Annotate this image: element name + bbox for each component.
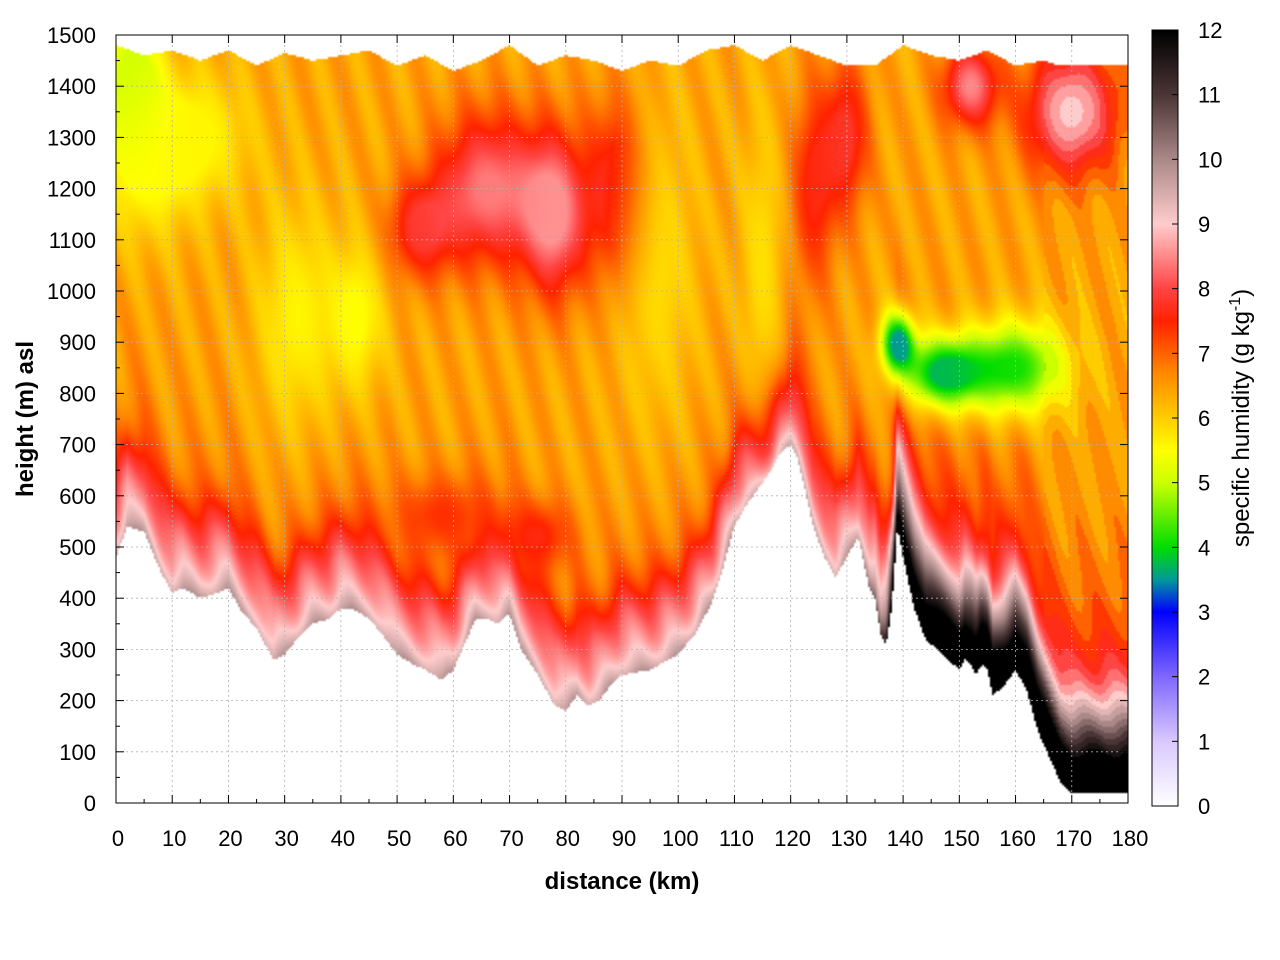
colorbar-tick-label: 5 bbox=[1198, 471, 1210, 496]
x-tick-label: 80 bbox=[556, 826, 580, 851]
colorbar-tick-label: 9 bbox=[1198, 212, 1210, 237]
y-tick-label: 900 bbox=[59, 330, 96, 355]
y-tick-label: 400 bbox=[59, 586, 96, 611]
y-tick-label: 1100 bbox=[49, 228, 96, 253]
x-tick-label: 130 bbox=[831, 826, 868, 851]
colorbar-tick-label: 2 bbox=[1198, 665, 1210, 690]
x-tick-label: 40 bbox=[331, 826, 355, 851]
x-tick-label: 70 bbox=[499, 826, 523, 851]
colorbar-tick-label: 10 bbox=[1198, 147, 1222, 172]
y-tick-label: 1200 bbox=[47, 177, 96, 202]
colorbar-tick-label: 4 bbox=[1198, 535, 1210, 560]
y-tick-label: 200 bbox=[59, 689, 96, 714]
colorbar-title-close: ) bbox=[1228, 289, 1255, 297]
grid-lines bbox=[116, 35, 1128, 803]
y-tick-label: 1500 bbox=[47, 23, 96, 48]
y-tick-label: 700 bbox=[59, 433, 96, 458]
colorbar-tick-label: 1 bbox=[1198, 729, 1210, 754]
x-tick-label: 10 bbox=[162, 826, 186, 851]
x-tick-label: 100 bbox=[662, 826, 699, 851]
x-axis: 0 10 20 30 40 50 60 70 80 90 100 110 120 130 140 150 160… bbox=[112, 35, 1148, 851]
y-tick-label: 600 bbox=[59, 484, 96, 509]
x-tick-label: 170 bbox=[1055, 826, 1092, 851]
y-tick-label: 800 bbox=[59, 381, 96, 406]
y-tick-label: 0 bbox=[84, 791, 96, 816]
x-tick-label: 110 bbox=[719, 826, 754, 851]
colorbar-title-main: specific humidity (g kg bbox=[1228, 311, 1255, 547]
y-tick-label: 1000 bbox=[47, 279, 96, 304]
y-tick-label: 500 bbox=[59, 535, 96, 560]
x-tick-label: 50 bbox=[387, 826, 411, 851]
colorbar-tick-label: 0 bbox=[1198, 794, 1210, 819]
y-axis: 0 100 200 300 400 500 600 700 800 900 1000 1100 1200… bbox=[47, 23, 1128, 816]
x-tick-label: 180 bbox=[1112, 826, 1149, 851]
colorbar-tick-label: 12 bbox=[1198, 18, 1222, 43]
y-tick-label: 1400 bbox=[47, 74, 96, 99]
y-tick-label: 300 bbox=[59, 637, 96, 662]
colorbar-tick-label: 3 bbox=[1198, 600, 1210, 625]
x-tick-label: 0 bbox=[112, 826, 124, 851]
colorbar-tick-label: 11 bbox=[1198, 83, 1221, 108]
x-axis-title: distance (km) bbox=[545, 868, 700, 895]
x-tick-label: 90 bbox=[612, 826, 636, 851]
x-tick-label: 60 bbox=[443, 826, 467, 851]
x-tick-label: 150 bbox=[943, 826, 980, 851]
y-tick-label: 100 bbox=[59, 740, 96, 765]
x-tick-label: 140 bbox=[887, 826, 924, 851]
colorbar-title: specific humidity (g kg-1) bbox=[1227, 289, 1255, 547]
colorbar-tick-label: 8 bbox=[1198, 277, 1210, 302]
y-axis-title: height (m) asl bbox=[12, 341, 39, 497]
x-tick-label: 160 bbox=[999, 826, 1036, 851]
x-tick-label: 20 bbox=[218, 826, 242, 851]
y-tick-label: 1300 bbox=[47, 125, 96, 150]
x-tick-label: 120 bbox=[774, 826, 811, 851]
colorbar-tick-label: 7 bbox=[1198, 341, 1210, 366]
x-tick-label: 30 bbox=[274, 826, 298, 851]
colorbar-title-sup: -1 bbox=[1227, 297, 1244, 311]
colorbar-tick-label: 6 bbox=[1198, 406, 1210, 431]
